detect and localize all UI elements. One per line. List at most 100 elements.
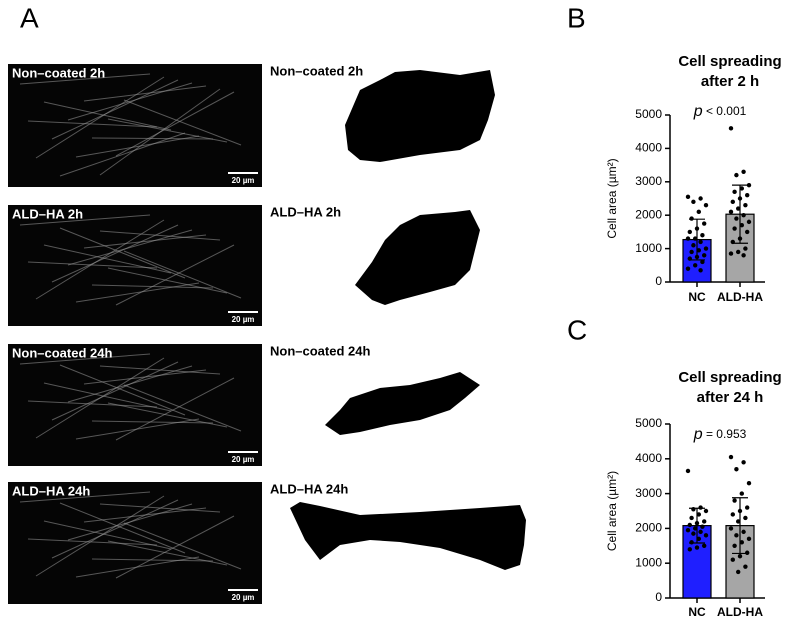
data-point bbox=[696, 512, 701, 517]
data-point bbox=[685, 236, 691, 241]
data-point bbox=[732, 543, 737, 548]
data-point bbox=[691, 531, 696, 536]
data-point bbox=[741, 460, 746, 465]
actin-fiber bbox=[43, 244, 172, 274]
y-tick-label: 3000 bbox=[635, 174, 662, 188]
data-point bbox=[702, 519, 707, 524]
data-point bbox=[703, 202, 709, 208]
cell-mask bbox=[355, 210, 480, 305]
data-point bbox=[745, 505, 750, 510]
data-point bbox=[732, 189, 737, 195]
data-point bbox=[745, 192, 750, 198]
data-point bbox=[700, 524, 705, 529]
data-point bbox=[691, 507, 696, 512]
data-point bbox=[685, 468, 691, 474]
y-tick-label: 1000 bbox=[635, 555, 662, 569]
data-point bbox=[703, 246, 709, 251]
actin-fiber bbox=[67, 82, 193, 121]
data-point bbox=[746, 536, 752, 542]
data-point bbox=[702, 221, 707, 226]
p-text: = 0.953 bbox=[706, 427, 747, 441]
data-point bbox=[687, 256, 692, 261]
image-label: Non–coated 24h bbox=[12, 345, 112, 360]
data-point bbox=[737, 508, 743, 514]
y-tick-label: 3000 bbox=[635, 486, 662, 500]
chart-title: Cell spreading bbox=[678, 53, 781, 70]
y-tick-label: 2000 bbox=[635, 521, 662, 535]
x-tick-label: NC bbox=[688, 605, 706, 619]
actin-fiber bbox=[115, 515, 235, 579]
actin-fiber bbox=[35, 76, 165, 159]
data-point bbox=[685, 194, 691, 200]
data-point bbox=[728, 454, 734, 460]
p-value: p < 0.001 bbox=[693, 103, 747, 120]
data-point bbox=[736, 569, 741, 575]
data-point bbox=[743, 246, 748, 251]
data-point bbox=[746, 219, 752, 225]
actin-fiber bbox=[115, 244, 235, 306]
p-value: p = 0.953 bbox=[693, 426, 747, 443]
data-point bbox=[698, 529, 703, 535]
panel-label: B bbox=[567, 2, 586, 33]
data-point bbox=[687, 522, 692, 528]
actin-fiber bbox=[107, 118, 228, 143]
data-point bbox=[736, 206, 741, 211]
actin-fiber bbox=[99, 365, 221, 375]
panel-label: C bbox=[567, 314, 587, 345]
data-point bbox=[743, 202, 748, 208]
data-point bbox=[691, 199, 696, 205]
actin-fiber bbox=[19, 214, 151, 226]
data-point bbox=[694, 520, 700, 526]
data-point bbox=[728, 251, 734, 256]
data-point bbox=[741, 213, 746, 218]
data-point bbox=[746, 182, 752, 188]
data-point bbox=[698, 505, 703, 510]
actin-fiber bbox=[123, 250, 242, 299]
actin-fiber bbox=[91, 420, 214, 424]
data-point bbox=[698, 239, 703, 245]
data-point bbox=[743, 564, 748, 569]
chart-title: Cell spreading bbox=[678, 369, 781, 386]
actin-fiber bbox=[91, 558, 214, 562]
data-point bbox=[734, 533, 739, 538]
actin-fiber bbox=[107, 540, 228, 566]
data-point bbox=[745, 229, 750, 235]
mask-label: ALD–HA 24h bbox=[270, 481, 348, 496]
scale-bar-label: 20 µm bbox=[232, 593, 255, 602]
data-point bbox=[739, 186, 744, 191]
data-point bbox=[734, 467, 739, 472]
data-point bbox=[732, 226, 737, 231]
data-point bbox=[732, 498, 737, 503]
actin-fiber bbox=[51, 79, 179, 140]
data-point bbox=[698, 268, 703, 273]
actin-fiber bbox=[51, 361, 179, 421]
actin-fiber bbox=[27, 261, 158, 269]
cell-mask bbox=[325, 372, 480, 435]
actin-fiber bbox=[59, 502, 186, 554]
mask-label: Non–coated 2h bbox=[270, 63, 363, 78]
y-tick-label: 5000 bbox=[635, 107, 662, 121]
data-point bbox=[730, 239, 735, 245]
x-tick-label: NC bbox=[688, 290, 706, 304]
actin-fiber bbox=[27, 400, 158, 408]
y-tick-label: 0 bbox=[655, 590, 662, 604]
data-point bbox=[741, 169, 746, 174]
y-tick-label: 2000 bbox=[635, 207, 662, 221]
data-point bbox=[743, 515, 748, 521]
data-point bbox=[741, 529, 746, 535]
data-point bbox=[689, 515, 694, 521]
micrograph bbox=[8, 344, 262, 466]
actin-fiber bbox=[51, 224, 179, 283]
y-axis-label: Cell area (µm²) bbox=[605, 158, 619, 238]
data-point bbox=[745, 550, 750, 555]
data-point bbox=[737, 196, 743, 201]
actin-fiber bbox=[107, 402, 228, 428]
data-point bbox=[694, 254, 700, 260]
data-point bbox=[702, 543, 707, 548]
data-point bbox=[687, 229, 692, 235]
data-point bbox=[689, 216, 694, 221]
actin-fiber bbox=[19, 491, 151, 503]
actin-fiber bbox=[19, 73, 151, 85]
data-point bbox=[746, 480, 752, 486]
